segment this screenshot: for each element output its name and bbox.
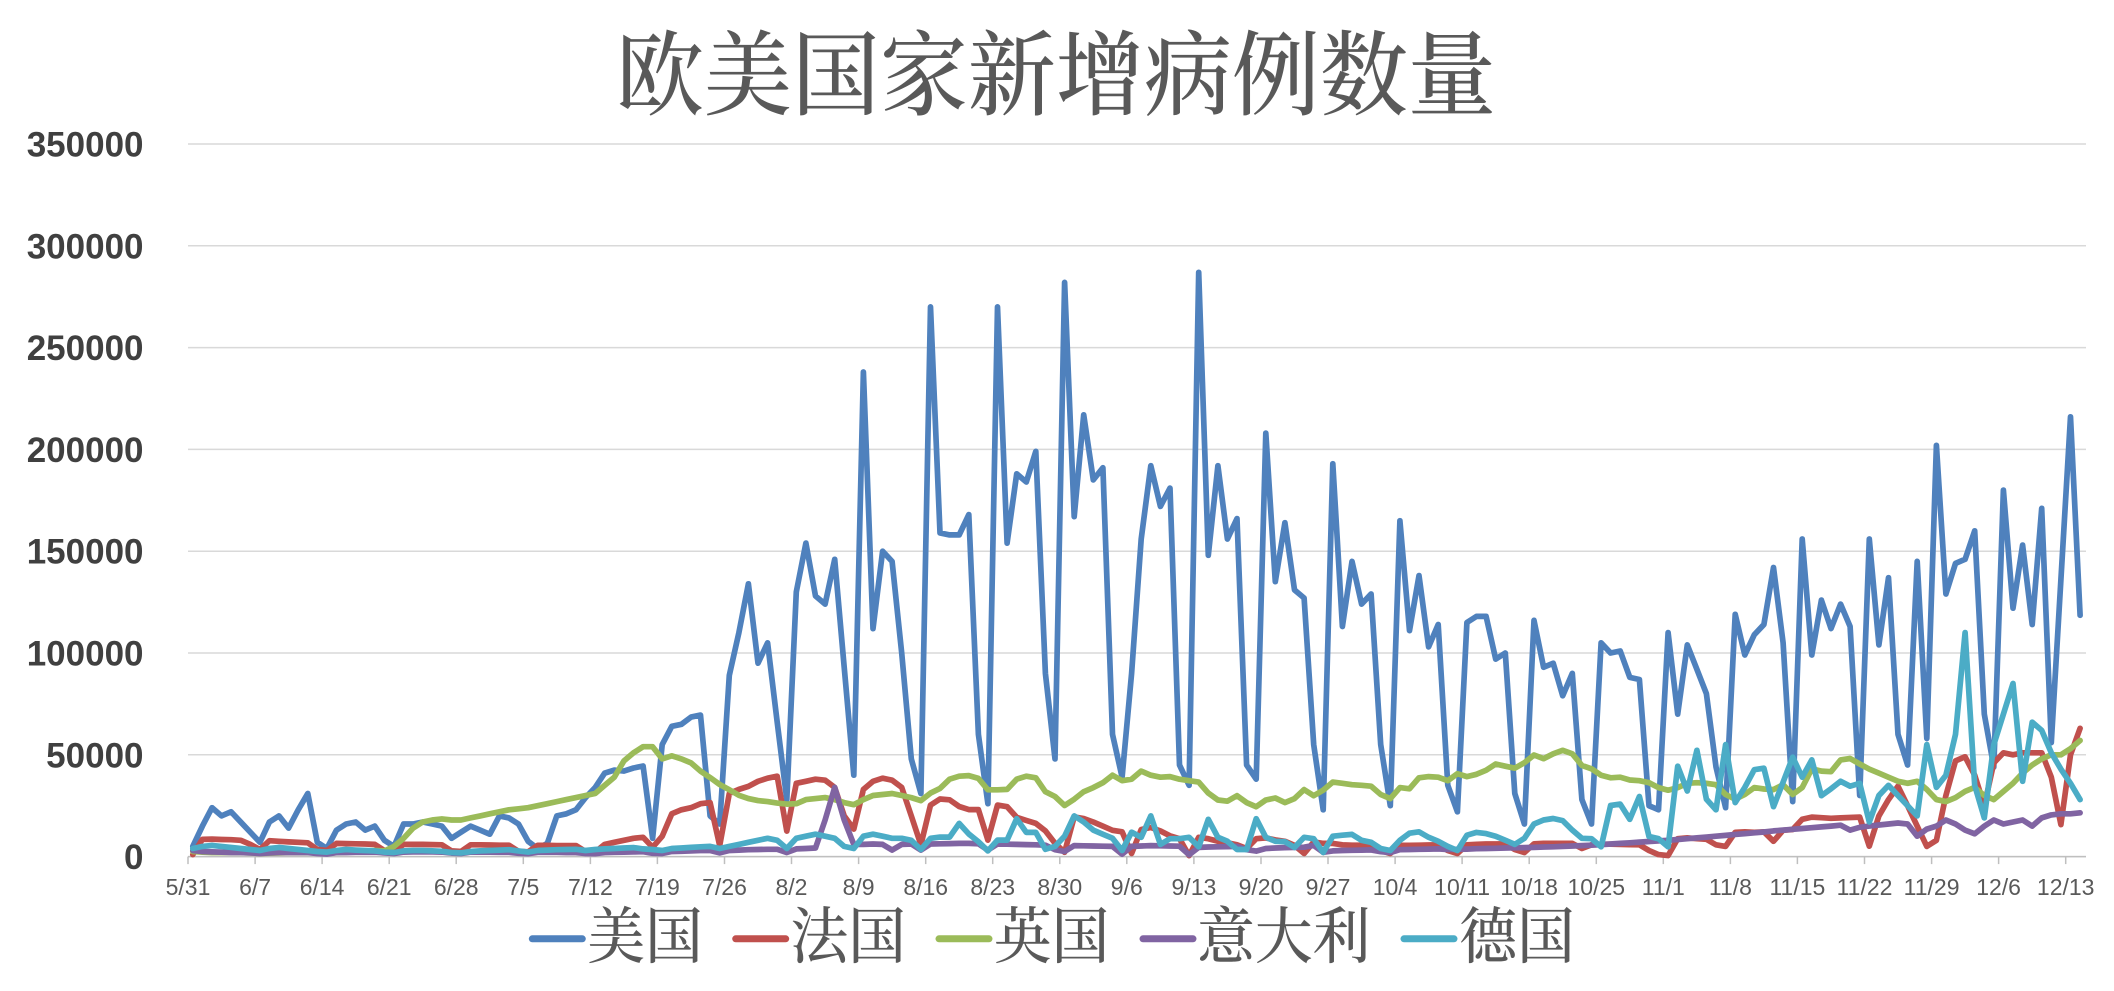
svg-text:8/23: 8/23 xyxy=(970,874,1015,900)
svg-text:9/6: 9/6 xyxy=(1111,874,1143,900)
svg-text:50000: 50000 xyxy=(46,736,143,775)
svg-text:8/30: 8/30 xyxy=(1037,874,1082,900)
svg-text:6/14: 6/14 xyxy=(300,874,345,900)
svg-text:10/11: 10/11 xyxy=(1434,874,1490,900)
svg-text:9/13: 9/13 xyxy=(1172,874,1217,900)
svg-text:8/2: 8/2 xyxy=(776,874,808,900)
svg-text:7/19: 7/19 xyxy=(635,874,680,900)
svg-text:10/18: 10/18 xyxy=(1500,874,1558,900)
svg-text:7/5: 7/5 xyxy=(507,874,539,900)
svg-text:8/16: 8/16 xyxy=(903,874,948,900)
svg-text:12/13: 12/13 xyxy=(2037,874,2095,900)
svg-text:100000: 100000 xyxy=(27,635,144,674)
svg-text:350000: 350000 xyxy=(27,126,144,165)
svg-text:11/15: 11/15 xyxy=(1769,874,1825,900)
svg-text:9/20: 9/20 xyxy=(1239,874,1284,900)
svg-text:12/6: 12/6 xyxy=(1976,874,2021,900)
svg-text:7/26: 7/26 xyxy=(702,874,747,900)
svg-text:11/29: 11/29 xyxy=(1904,874,1960,900)
svg-text:11/8: 11/8 xyxy=(1709,874,1752,900)
svg-text:8/9: 8/9 xyxy=(843,874,875,900)
svg-text:6/28: 6/28 xyxy=(434,874,479,900)
svg-text:11/22: 11/22 xyxy=(1837,874,1893,900)
svg-text:10/4: 10/4 xyxy=(1373,874,1418,900)
svg-text:10/25: 10/25 xyxy=(1568,874,1626,900)
svg-text:11/1: 11/1 xyxy=(1642,874,1685,900)
svg-text:6/7: 6/7 xyxy=(239,874,271,900)
svg-text:150000: 150000 xyxy=(27,533,144,572)
svg-text:250000: 250000 xyxy=(27,329,144,368)
svg-text:300000: 300000 xyxy=(27,227,144,266)
svg-text:5/31: 5/31 xyxy=(166,874,211,900)
svg-text:0: 0 xyxy=(124,838,143,877)
svg-text:6/21: 6/21 xyxy=(367,874,412,900)
svg-text:9/27: 9/27 xyxy=(1306,874,1351,900)
svg-text:7/12: 7/12 xyxy=(568,874,613,900)
svg-text:200000: 200000 xyxy=(27,431,144,470)
